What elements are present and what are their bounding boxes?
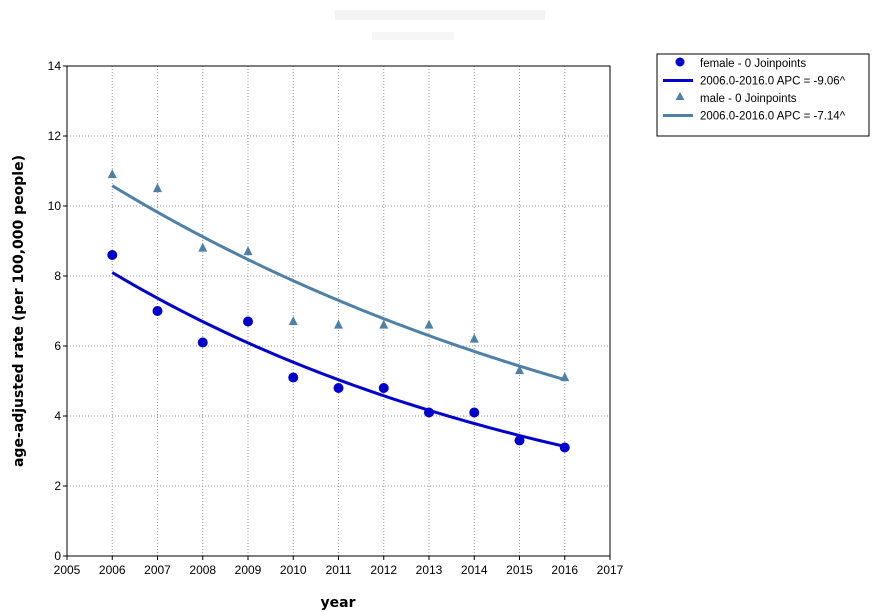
blurred-header-line-1 [335,10,545,20]
male-data-point [243,246,253,256]
male-data-point [334,319,343,329]
female-data-point [469,407,480,418]
male-data-point [560,372,570,382]
y-axis-ticks: 0 2 4 6 8 10 12 14 [48,59,67,563]
x-tick-label: 2017 [597,563,624,577]
x-tick-label: 2009 [235,563,262,577]
legend-label: 2006.0-2016.0 APC = -7.14^ [700,111,846,123]
y-tick-label: 8 [54,269,61,283]
x-tick-label: 2011 [326,563,352,577]
grid-lines [67,66,610,556]
y-tick-label: 6 [54,339,61,353]
y-tick-label: 14 [48,59,62,73]
male-data-point [379,319,389,329]
x-axis-title: year [321,595,356,611]
female-data-point [333,383,344,393]
fit-line-3 [111,184,566,382]
x-tick-label: 2014 [461,563,488,577]
x-tick-label: 2007 [144,563,171,577]
x-tick-label: 2005 [54,563,81,577]
legend-label: female - 0 Joinpoints [700,58,806,70]
y-axis-title: age-adjusted rate (per 100,000 people) [11,155,27,467]
plot-area-border [66,65,611,557]
female-data-point [243,316,253,327]
female-data-point [559,442,570,453]
female-data-point [514,435,525,446]
fit-lines [111,184,566,448]
female-data-point [107,250,118,260]
x-tick-label: 2012 [370,563,397,577]
male-data-point [153,183,162,193]
legend-items: female - 0 Joinpoints 2006.0-2016.0 APC =… [663,57,846,123]
male-data-point [107,169,117,179]
x-tick-label: 2008 [189,563,216,577]
y-tick-label: 4 [54,409,61,423]
female-data-point [152,306,163,316]
female-data-point [288,372,299,383]
male-data-point [424,319,434,329]
male-data-point [198,242,208,252]
female-data-point [424,407,434,418]
fit-line-1 [111,271,566,448]
female-data-point [378,383,389,393]
y-tick-label: 0 [54,549,61,563]
x-axis-ticks: 2005 2006 2007 2008 2009 2010 2011 2012 2013 2014… [54,556,624,577]
male-data-point [288,316,298,326]
x-tick-label: 2010 [280,563,307,577]
male-data-point [515,365,524,375]
x-tick-label: 2013 [416,563,443,577]
y-tick-label: 10 [48,199,62,213]
legend-triangle-icon [675,92,685,100]
data-points [107,169,570,453]
female-data-point [197,337,208,348]
y-tick-label: 2 [54,479,61,493]
legend-circle-icon [675,57,685,67]
male-data-point [469,333,479,343]
y-tick-label: 12 [48,129,62,143]
blurred-header-line-2 [372,32,454,40]
legend-label: 2006.0-2016.0 APC = -9.06^ [700,76,846,88]
x-tick-label: 2016 [551,563,578,577]
legend: female - 0 Joinpoints 2006.0-2016.0 APC =… [656,53,870,137]
legend-label: male - 0 Joinpoints [700,93,797,105]
x-tick-label: 2015 [506,563,533,577]
x-tick-label: 2006 [99,563,126,577]
legend-box [656,53,870,137]
